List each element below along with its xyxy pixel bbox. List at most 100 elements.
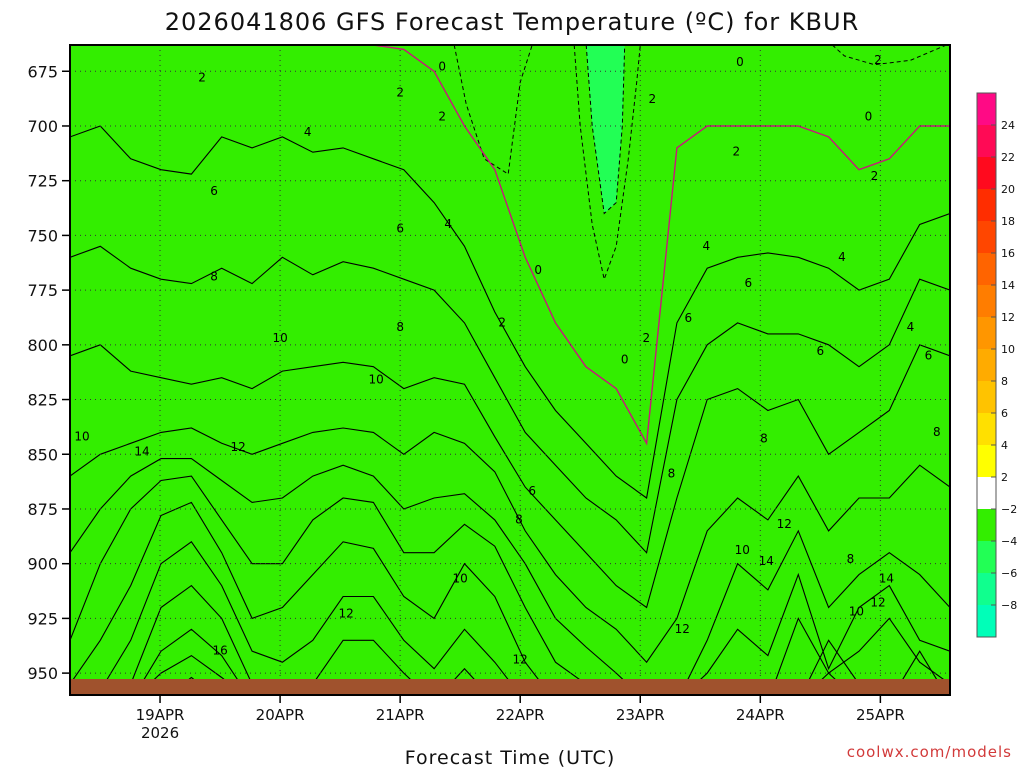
contour-label: 0	[621, 353, 629, 367]
isotherm-12	[70, 475, 950, 695]
cold-pockets	[453, 45, 947, 281]
contour-label: 14	[879, 572, 894, 586]
contour-label: 12	[338, 607, 353, 621]
colorbar-swatch	[977, 413, 996, 445]
contour-label: 12	[513, 653, 528, 667]
contour-label: 2	[871, 169, 879, 183]
x-tick-label: 25APR	[856, 706, 905, 724]
cold-pocket-3	[831, 45, 947, 66]
colorbar-label: −6	[1001, 567, 1017, 580]
contour-label: 4	[444, 217, 452, 231]
x-tick-label: 21APR	[376, 706, 425, 724]
y-tick-label: 875	[27, 500, 58, 519]
plot-frame	[69, 44, 951, 696]
colorbar-swatch	[977, 541, 996, 573]
contour-label: 10	[453, 572, 468, 586]
colorbar-label: 18	[1001, 215, 1015, 228]
ground-layer	[70, 679, 950, 695]
colorbar-swatch	[977, 349, 996, 381]
freezing-line	[70, 45, 950, 446]
isotherm-18	[110, 584, 923, 695]
chart-title: 2026041806 GFS Forecast Temperature (ºC)…	[165, 8, 860, 36]
y-tick-label: 850	[27, 445, 58, 464]
y-tick-label: 825	[27, 391, 58, 410]
x-tick-label: 24APR	[736, 706, 785, 724]
x-tick-label: 23APR	[616, 706, 665, 724]
isotherm-4	[70, 245, 950, 554]
contour-label: 4	[838, 250, 846, 264]
colorbar-swatch	[977, 477, 996, 509]
colorbar-swatch	[977, 573, 996, 605]
colorbar-swatch	[977, 285, 996, 317]
contour-label: 4	[702, 239, 710, 253]
contour-label: 8	[515, 512, 523, 526]
colorbar-label: 4	[1001, 439, 1008, 452]
colorbar-swatch	[977, 381, 996, 413]
contour-label: 0	[736, 55, 744, 69]
isotherm-6	[70, 344, 950, 609]
contour-labels: 2246688101010121416121086124220002264206…	[74, 53, 972, 667]
x-tick-label: 19APR	[136, 706, 185, 724]
contour-label: 8	[396, 320, 404, 334]
contour-label: 2	[438, 110, 446, 124]
colorbar-label: 14	[1001, 279, 1015, 292]
y-tick-label: 700	[27, 117, 58, 136]
contour-label: 6	[684, 311, 692, 325]
cold-pocket-2	[585, 45, 626, 215]
colorbar-label: 10	[1001, 343, 1015, 356]
contour-label: 2	[732, 145, 740, 159]
contour-label: 10	[74, 429, 89, 443]
contour-label: 8	[933, 425, 941, 439]
contour-label: 4	[907, 320, 915, 334]
contour-label: 2	[874, 53, 882, 67]
colorbar-label: 24	[1001, 119, 1015, 132]
contour-label: 16	[212, 644, 227, 658]
contour-label: 10	[849, 604, 864, 618]
colorbar-label: 8	[1001, 375, 1008, 388]
contour-label: 8	[668, 467, 676, 481]
contour-label: 0	[534, 263, 542, 277]
y-tick-label: 775	[27, 281, 58, 300]
colorbar-label: 20	[1001, 183, 1015, 196]
contour-label: 8	[760, 431, 768, 445]
contour-label: 12	[230, 440, 245, 454]
isotherm-14	[70, 501, 950, 695]
colorbar-label: 6	[1001, 407, 1008, 420]
colorbar: 24 22 20 18 16 14 12 10 8 6 4 2 −2 −4 −6 −8	[976, 92, 1017, 638]
isotherm-22	[136, 654, 245, 695]
colorbar-swatch	[977, 253, 996, 285]
colorbar-frame	[976, 92, 997, 638]
isotherm-8	[70, 427, 950, 664]
y-tick-label: 725	[27, 172, 58, 191]
y-tick-label: 800	[27, 336, 58, 355]
cold-pocket-0	[453, 45, 533, 175]
colorbar-swatch	[977, 221, 996, 253]
band-fill--4	[70, 45, 950, 695]
colorbar-swatch	[977, 317, 996, 349]
contour-label: 2	[396, 86, 404, 100]
contour-label: 12	[675, 622, 690, 636]
x-tick-label: 20APR	[256, 706, 305, 724]
contour-label: 10	[957, 582, 972, 596]
contour-label: 8	[210, 270, 218, 284]
y-tick-label: 900	[27, 555, 58, 574]
isotherm-2	[70, 125, 950, 499]
colorbar-swatch	[977, 125, 996, 157]
contour-label: 12	[777, 517, 792, 531]
contour-label: 6	[528, 484, 536, 498]
colorbar-label: 16	[1001, 247, 1015, 260]
contour-label: 0	[438, 59, 446, 73]
contour-label: 10	[272, 331, 287, 345]
plot-area: 2246688101010121416121086124220002264206…	[70, 45, 972, 695]
colorbar-swatch	[977, 93, 996, 125]
isotherm-20	[134, 628, 394, 695]
contour-label: 2	[198, 70, 206, 84]
contour-label: 2	[648, 92, 656, 106]
colorbar-swatch	[977, 157, 996, 189]
y-axis: 675 700 725 750 775 800 825 850 875 900 925 950	[27, 62, 70, 683]
contour-label: 6	[396, 221, 404, 235]
contour-label: 4	[304, 125, 312, 139]
colorbar-label: −8	[1001, 599, 1017, 612]
